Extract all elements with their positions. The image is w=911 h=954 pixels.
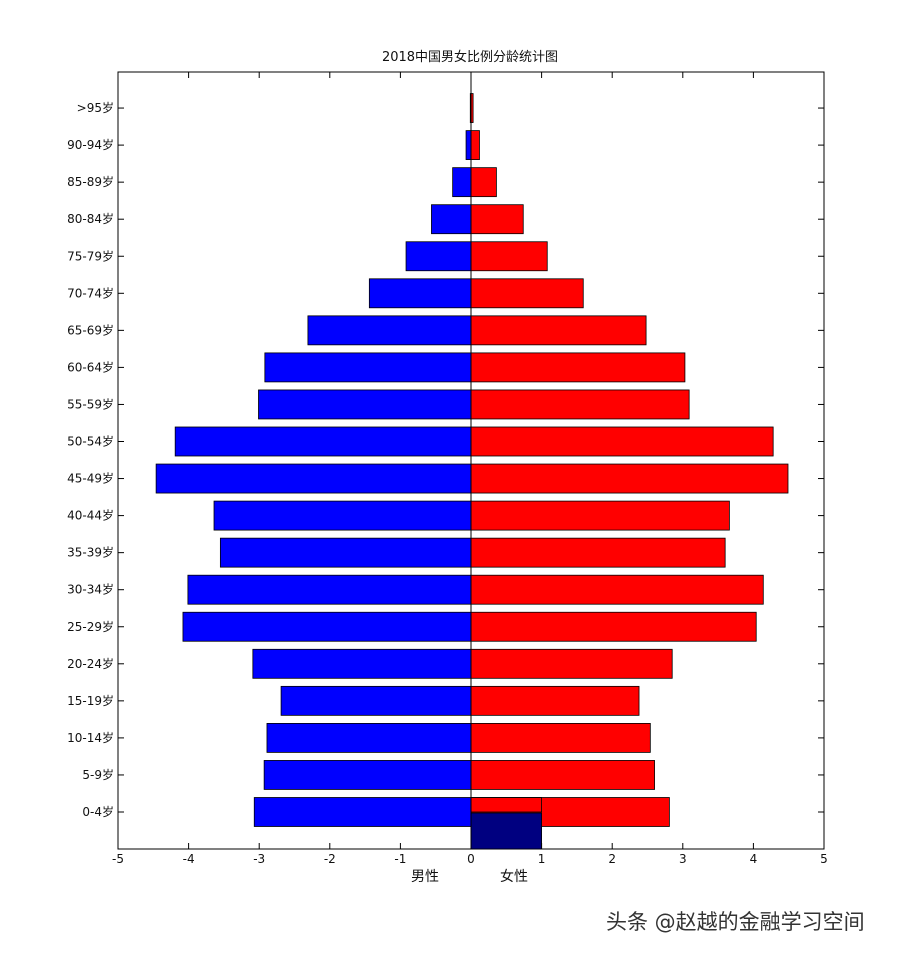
female-bar-10 bbox=[470, 426, 774, 457]
y-tick-label-6: 30-34岁 bbox=[67, 582, 114, 597]
male-bar-12 bbox=[264, 352, 472, 383]
y-tick-label-0: 0-4岁 bbox=[82, 804, 114, 819]
y-tick-label-19: >95岁 bbox=[77, 100, 114, 115]
x-tick-label-1: -4 bbox=[183, 852, 195, 866]
male-bar-5 bbox=[182, 611, 472, 642]
male-bar-7 bbox=[219, 537, 472, 568]
male-bar-17 bbox=[452, 167, 472, 198]
female-bar-1 bbox=[470, 760, 655, 790]
x-tick-label-3: -2 bbox=[324, 852, 336, 866]
female-bar-3 bbox=[470, 685, 640, 716]
x-tick-label-6: 1 bbox=[538, 852, 546, 866]
y-tick-label-16: 80-84岁 bbox=[67, 211, 114, 226]
y-tick-label-8: 40-44岁 bbox=[67, 508, 114, 523]
y-tick-label-3: 15-19岁 bbox=[67, 693, 114, 708]
x-tick-label-0: -5 bbox=[112, 852, 124, 866]
y-tick-label-17: 85-89岁 bbox=[67, 174, 114, 189]
y-tick-label-5: 25-29岁 bbox=[67, 619, 114, 634]
male-bar-15 bbox=[405, 241, 472, 272]
female-bar-6 bbox=[470, 574, 764, 605]
female-bar-9 bbox=[470, 463, 789, 494]
female-bar-13 bbox=[470, 315, 647, 346]
female-bar-15 bbox=[470, 241, 548, 272]
y-tick-label-10: 50-54岁 bbox=[67, 434, 114, 449]
y-tick-label-7: 35-39岁 bbox=[67, 545, 114, 560]
male-bar-11 bbox=[258, 389, 472, 420]
x-tick-label-10: 5 bbox=[820, 852, 828, 866]
male-bar-16 bbox=[431, 204, 472, 235]
watermark-text: 头条 @赵越的金融学习空间 bbox=[606, 910, 865, 934]
male-bar-8 bbox=[213, 500, 472, 531]
x-tick-label-7: 2 bbox=[608, 852, 616, 866]
y-tick-label-2: 10-14岁 bbox=[67, 730, 114, 745]
x-tick-label-2: -3 bbox=[253, 852, 265, 866]
x-tick-label-9: 4 bbox=[750, 852, 758, 866]
x-tick-label-4: -1 bbox=[394, 852, 406, 866]
y-tick-label-15: 75-79岁 bbox=[67, 248, 114, 263]
male-bar-0 bbox=[253, 797, 472, 827]
male-bar-6 bbox=[187, 574, 472, 605]
female-bar-11 bbox=[470, 389, 690, 420]
y-tick-label-13: 65-69岁 bbox=[67, 322, 114, 337]
male-bar-3 bbox=[280, 685, 472, 716]
female-bar-5 bbox=[470, 611, 757, 642]
ticks-layer: 0-4岁5-9岁10-14岁15-19岁20-24岁25-29岁30-34岁35… bbox=[67, 72, 828, 866]
y-tick-label-18: 90-94岁 bbox=[67, 137, 114, 152]
female-bar-4 bbox=[470, 648, 673, 679]
male-bar-18 bbox=[465, 130, 472, 161]
female-bar-7 bbox=[470, 537, 726, 568]
x-label-female: 女性 bbox=[500, 868, 528, 885]
male-bar-4 bbox=[252, 648, 472, 679]
male-bar-9 bbox=[155, 463, 472, 494]
female-bar-12 bbox=[470, 352, 686, 383]
y-tick-label-12: 60-64岁 bbox=[67, 359, 114, 374]
male-bar-2 bbox=[266, 723, 472, 753]
chart-title: 2018中国男女比例分龄统计图 bbox=[382, 49, 558, 65]
female-bar-8 bbox=[470, 500, 730, 531]
female-bar-14 bbox=[470, 278, 584, 309]
female-bar-17 bbox=[470, 167, 497, 198]
male-bar-10 bbox=[174, 426, 472, 457]
x-label-male: 男性 bbox=[411, 869, 439, 885]
y-tick-label-9: 45-49岁 bbox=[67, 471, 114, 486]
male-bar-13 bbox=[307, 315, 472, 346]
bars-layer bbox=[155, 93, 789, 850]
x-tick-label-5: 0 bbox=[467, 852, 475, 866]
male-bar-1 bbox=[263, 760, 472, 790]
y-tick-label-14: 70-74岁 bbox=[67, 285, 114, 300]
female-bar-18 bbox=[470, 130, 480, 161]
y-tick-label-1: 5-9岁 bbox=[82, 767, 114, 782]
x-tick-label-8: 3 bbox=[679, 852, 687, 866]
extra-navy-bar bbox=[470, 812, 542, 850]
female-bar-2 bbox=[470, 723, 651, 753]
y-tick-label-11: 55-59岁 bbox=[67, 396, 114, 411]
female-bar-16 bbox=[470, 204, 524, 235]
y-tick-label-4: 20-24岁 bbox=[67, 656, 114, 671]
male-bar-14 bbox=[368, 278, 472, 309]
